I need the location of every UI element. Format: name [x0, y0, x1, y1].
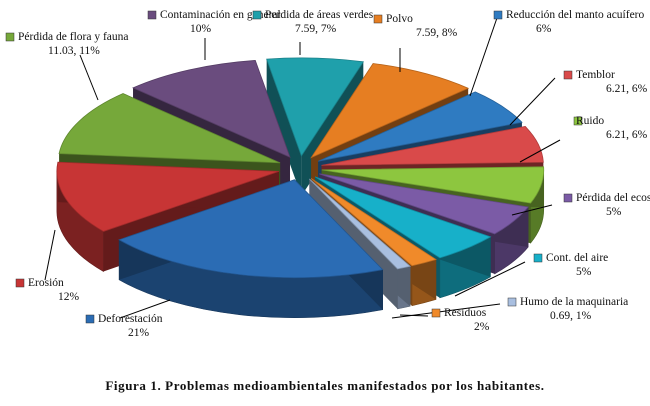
slice-label-perdida-de-flora-y-fauna: Pérdida de flora y fauna: [18, 31, 128, 43]
slice-labels: Contaminación en general 10% Perdida de ár…: [5, 9, 650, 339]
slice-perdida-de-areas-verdes: [266, 57, 365, 157]
slice-label-temblor: Temblor: [576, 69, 615, 81]
pie-slices: [56, 57, 545, 279]
slice-value-cont-del-aire: 5%: [576, 266, 592, 278]
slice-label-residuos: Residuos: [444, 307, 487, 319]
label-swatch-humo-de-la-maquinaria: [507, 297, 517, 307]
label-swatch-ruido: [573, 116, 583, 126]
slice-value-perdida-de-flora-y-fauna: 11.03, 11%: [48, 45, 100, 57]
slice-label-perdida-del-ecosistema: Pérdida del ecosistema: [576, 192, 650, 204]
slice-label-erosion: Erosión: [28, 277, 64, 289]
slice-label-deforestacion: Deforestación: [98, 313, 163, 325]
slice-label-contaminacion-en-general: Contaminación en general: [160, 9, 281, 21]
slice-label-cont-del-aire: Cont. del aire: [546, 252, 608, 264]
label-swatch-temblor: [563, 70, 573, 80]
label-swatch-polvo: [373, 14, 383, 24]
label-swatch-contaminacion-en-general: [147, 10, 157, 20]
slice-edge-perdida-de-areas-verdes: [266, 59, 302, 196]
slice-value-residuos: 2%: [474, 321, 490, 333]
label-swatch-perdida-del-ecosistema: [563, 193, 573, 203]
label-swatch-perdida-de-flora-y-fauna: [5, 32, 15, 42]
slice-perdida-de-flora-y-fauna: [58, 93, 281, 164]
label-swatch-residuos: [431, 308, 441, 318]
slice-ruido: [321, 166, 545, 204]
leader-line-erosion: [44, 229, 56, 281]
pie-chart: Contaminación en general 10% Perdida de ár…: [5, 9, 650, 339]
slice-reduccion-del-manto-acuifero: [318, 91, 523, 162]
slice-value-ruido: 6.21, 6%: [606, 129, 648, 141]
slice-value-reduccion-del-manto-acuifero: 6%: [536, 23, 552, 35]
slice-temblor: [321, 126, 544, 166]
label-swatch-deforestacion: [85, 314, 95, 324]
slice-label-humo-de-la-maquinaria: Humo de la maquinaria: [520, 296, 628, 308]
slice-humo-de-la-maquinaria: [309, 178, 412, 270]
slice-value-deforestacion: 21%: [128, 327, 150, 339]
slice-value-temblor: 6.21, 6%: [606, 83, 648, 95]
leader-line-cont-del-aire: [454, 261, 526, 297]
leader-line-deforestacion: [119, 299, 171, 319]
slice-erosion: [56, 161, 280, 232]
label-swatch-reduccion-del-manto-acuifero: [493, 10, 503, 20]
slice-cont-del-aire: [314, 176, 492, 259]
slice-label-ruido: Ruido: [576, 115, 604, 127]
slice-value-perdida-de-areas-verdes: 7.59, 7%: [295, 23, 337, 35]
leader-line-perdida-del-ecosistema: [511, 204, 553, 216]
leader-line-humo-de-la-maquinaria: [391, 303, 501, 319]
label-swatch-cont-del-aire: [533, 253, 543, 263]
slice-polvo: [310, 63, 470, 159]
label-swatch-perdida-de-areas-verdes: [252, 10, 262, 20]
leader-lines: [44, 14, 561, 319]
slice-residuos: [310, 178, 437, 267]
figure-caption: Figura 1. Problemas medioambientales man…: [105, 378, 545, 393]
leader-line-reduccion-del-manto-acuifero: [469, 14, 499, 97]
slice-label-reduccion-del-manto-acuifero: Reducción del manto acuífero: [506, 9, 645, 21]
slice-contaminacion-en-general: [132, 60, 291, 158]
slice-label-polvo: Polvo: [386, 13, 413, 25]
slice-value-perdida-del-ecosistema: 5%: [606, 206, 622, 218]
slice-label-perdida-de-areas-verdes: Perdida de áreas verdes: [265, 9, 374, 21]
slice-perdida-del-ecosistema: [319, 173, 529, 235]
slice-value-humo-de-la-maquinaria: 0.69, 1%: [550, 310, 592, 322]
slice-value-erosion: 12%: [58, 291, 80, 303]
leader-line-perdida-de-flora-y-fauna: [79, 54, 99, 101]
label-swatch-erosion: [15, 278, 25, 288]
slice-value-contaminacion-en-general: 10%: [190, 23, 212, 35]
leader-line-ruido: [519, 139, 561, 163]
slice-deforestacion: [118, 179, 384, 279]
leader-line-temblor: [509, 77, 556, 126]
slice-value-polvo: 7.59, 8%: [416, 27, 458, 39]
